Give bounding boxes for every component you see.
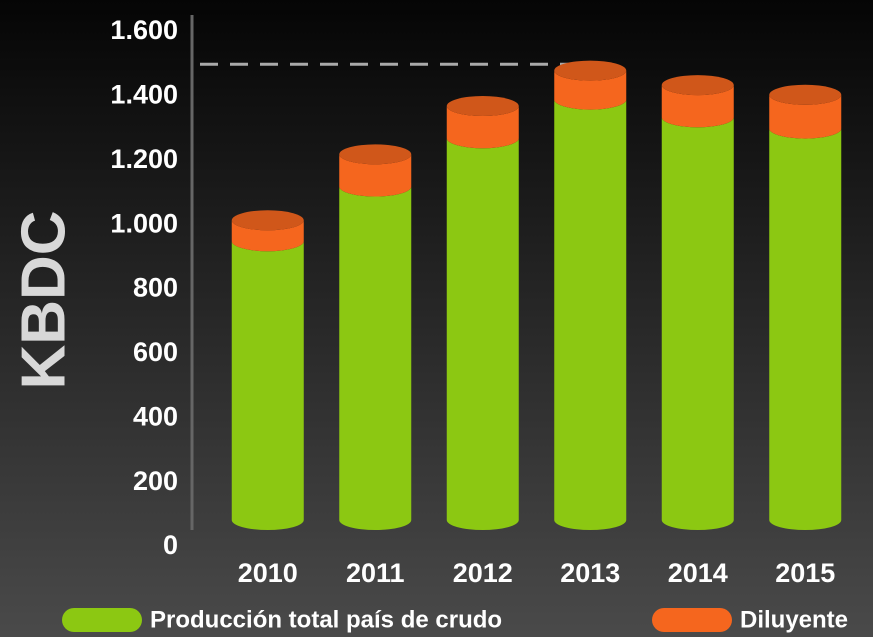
bar-cap [554,60,627,81]
x-tick-label: 2011 [346,558,405,588]
bar-segment [661,117,734,530]
y-tick-label: 1.400 [110,80,178,110]
bar-segment [554,99,627,530]
legend-label: Producción total país de crudo [150,606,502,633]
bar-segment [769,94,842,139]
bar-segment [661,85,734,128]
legend-label: Diluyente [740,606,848,633]
bar-segment [446,106,519,149]
y-axis-label: KBDC [9,210,78,389]
y-tick-label: 600 [133,337,178,367]
legend-swatch [652,608,732,632]
bar-segment [339,186,412,530]
bar-segment [446,138,519,530]
y-tick-label: 800 [133,273,178,303]
y-tick-label: 400 [133,401,178,431]
bar-cap [661,75,734,96]
bar-segment [231,241,304,530]
bar-cap [769,84,842,105]
x-tick-label: 2010 [238,558,298,588]
bar-segment [231,220,304,252]
x-tick-label: 2013 [560,558,620,588]
bar-cap [446,96,519,117]
bar-segment [339,154,412,197]
bar-segment [769,128,842,530]
bar-cap [231,210,304,231]
y-tick-label: 1.600 [110,15,178,45]
y-tick-label: 200 [133,466,178,496]
x-tick-label: 2015 [775,558,835,588]
y-tick-label: 1.200 [110,144,178,174]
y-tick-label: 0 [163,530,178,560]
bar-segment [554,70,627,110]
x-tick-label: 2012 [453,558,513,588]
legend-swatch [62,608,142,632]
y-tick-label: 1.000 [110,208,178,238]
bar-cap [339,144,412,165]
x-tick-label: 2014 [668,558,728,588]
